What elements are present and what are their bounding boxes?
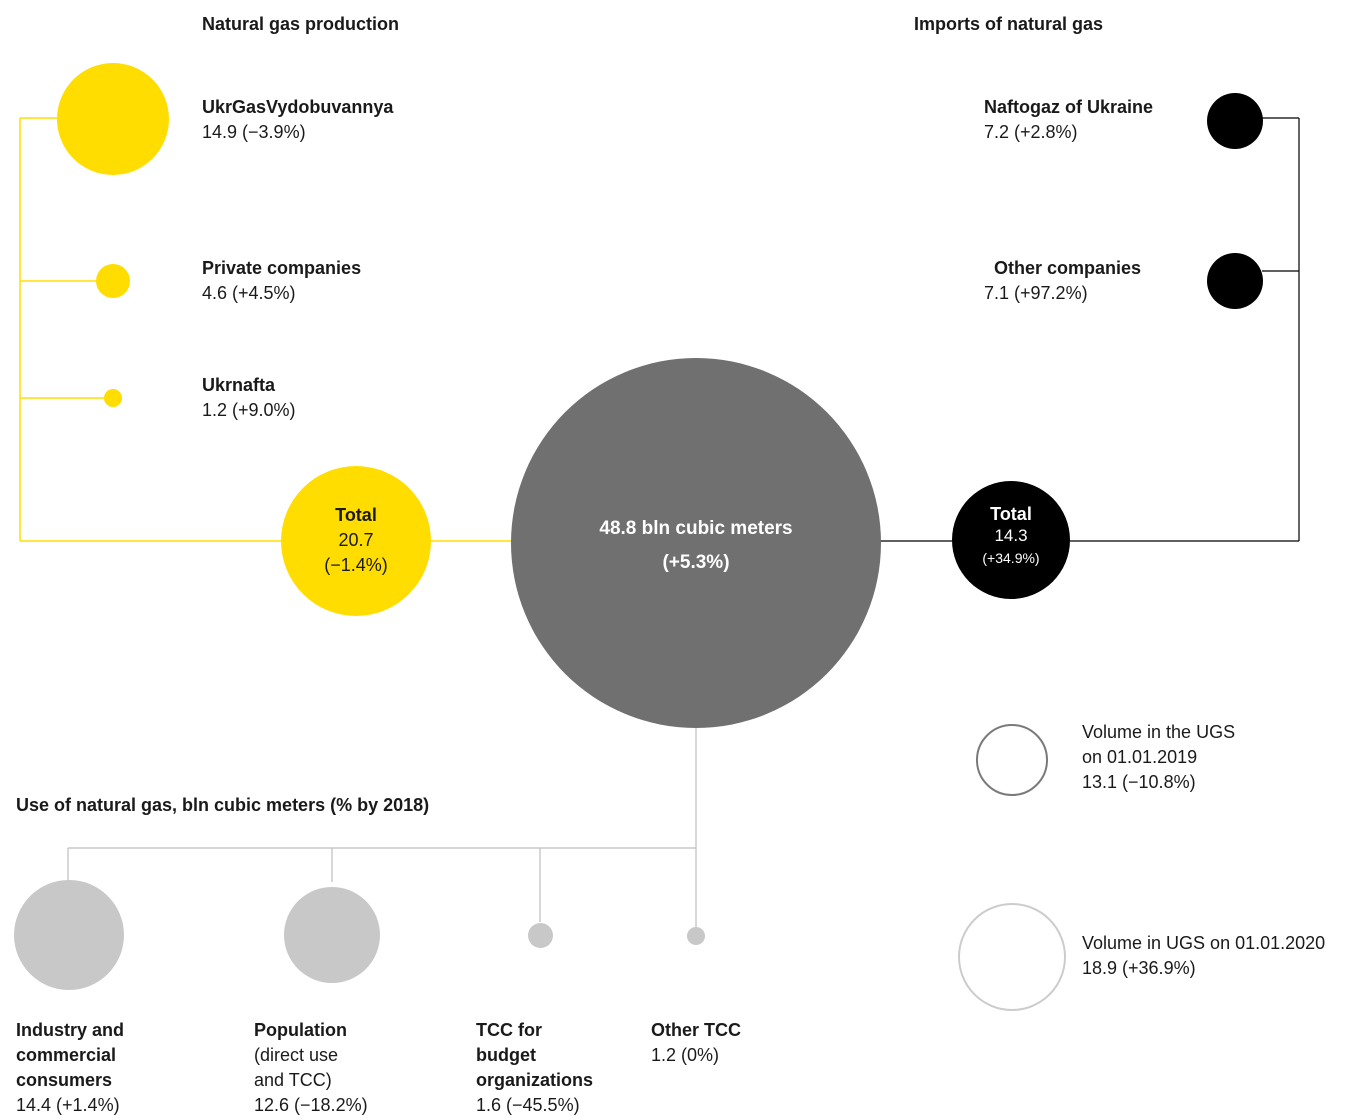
ukrnafta-circle	[104, 389, 122, 407]
other-companies-label: Other companies 7.1 (+97.2%)	[984, 256, 1142, 306]
imports-total-change: (+34.9%)	[982, 550, 1040, 566]
use-item-name: TCC for	[476, 1020, 542, 1040]
imports-item-value: 7.1 (+97.2%)	[984, 283, 1088, 303]
production-total-label: Total	[335, 505, 377, 525]
population-circle	[284, 887, 380, 983]
production-item-value: 14.9 (−3.9%)	[202, 122, 306, 142]
tcc-budget-circle	[528, 923, 553, 948]
production-total-value: 20.7	[338, 530, 374, 550]
production-item-name: UkrGasVydobuvannya	[202, 97, 394, 117]
production-total-text: Total 20.7 (−1.4%)	[281, 503, 431, 578]
ugs-2020-circle	[958, 903, 1066, 1011]
use-item-value: 14.4 (+1.4%)	[16, 1095, 120, 1115]
use-item-name: consumers	[16, 1070, 113, 1090]
ugs-2019-line: Volume in the UGS	[1082, 722, 1236, 742]
production-item-value: 4.6 (+4.5%)	[202, 283, 296, 303]
ugs-2019-line: 13.1 (−10.8%)	[1082, 772, 1196, 792]
production-total-circle: Total 20.7 (−1.4%)	[281, 466, 431, 616]
ukrgasvydobuvannya-circle	[57, 63, 169, 175]
production-heading: Natural gas production	[202, 14, 400, 34]
other-companies-circle	[1207, 253, 1263, 309]
imports-total-label: Total	[990, 504, 1032, 524]
use-connectors	[67, 728, 697, 932]
ugs-2019-circle	[976, 724, 1048, 796]
imports-heading: Imports of natural gas	[914, 14, 1104, 34]
private-companies-label: Private companies 4.6 (+4.5%)	[202, 256, 361, 306]
ugs-2019-label: Volume in the UGS on 01.01.2019 13.1 (−1…	[1082, 720, 1235, 795]
ukrgasvydobuvannya-label: UkrGasVydobuvannya 14.9 (−3.9%)	[202, 95, 393, 145]
industry-label: Industry and commercial consumers 14.4 (…	[16, 1018, 124, 1118]
other-tcc-label: Other TCC 1.2 (0%)	[651, 1018, 741, 1068]
use-item-name: commercial	[16, 1045, 117, 1065]
imports-item-value: 7.2 (+2.8%)	[984, 122, 1078, 142]
imports-total-circle: Total 14.3 (+34.9%)	[952, 481, 1070, 599]
ugs-2019-line: on 01.01.2019	[1082, 747, 1198, 767]
use-item-name: budget	[476, 1045, 536, 1065]
use-item-value: 12.6 (−18.2%)	[254, 1095, 368, 1115]
other-tcc-circle	[687, 927, 705, 945]
ugs-2020-label: Volume in UGS on 01.01.2020 18.9 (+36.9%…	[1082, 931, 1325, 981]
industry-circle	[14, 880, 124, 990]
total-consumption-circle: 48.8 bln cubic meters (+5.3%)	[511, 358, 881, 728]
ugs-2020-line: Volume in UGS on 01.01.2020	[1082, 933, 1326, 953]
use-item-name: Other TCC	[651, 1020, 741, 1040]
ukrnafta-label: Ukrnafta 1.2 (+9.0%)	[202, 373, 296, 423]
production-item-name: Private companies	[202, 258, 362, 278]
naftogaz-circle	[1207, 93, 1263, 149]
imports-total-value: 14.3	[994, 526, 1028, 545]
imports-total-text: Total 14.3 (+34.9%)	[952, 503, 1070, 569]
naftogaz-label: Naftogaz of Ukraine 7.2 (+2.8%)	[984, 95, 1153, 145]
imports-item-name: Naftogaz of Ukraine	[984, 97, 1154, 117]
private-companies-circle	[96, 264, 130, 298]
use-item-sub: (direct use	[254, 1045, 339, 1065]
population-label: Population (direct use and TCC) 12.6 (−1…	[254, 1018, 368, 1118]
use-heading: Use of natural gas, bln cubic meters (% …	[16, 795, 430, 815]
use-item-name: Population	[254, 1020, 347, 1040]
production-connectors	[19, 117, 512, 542]
production-item-name: Ukrnafta	[202, 375, 276, 395]
imports-item-name: Other companies	[994, 258, 1142, 278]
production-total-change: (−1.4%)	[324, 555, 388, 575]
use-item-sub: and TCC)	[254, 1070, 332, 1090]
total-consumption-text: 48.8 bln cubic meters (+5.3%)	[511, 512, 881, 580]
total-consumption-change: (+5.3%)	[662, 552, 730, 573]
use-item-name: organizations	[476, 1070, 594, 1090]
tcc-budget-label: TCC for budget organizations 1.6 (−45.5%…	[476, 1018, 593, 1118]
production-item-value: 1.2 (+9.0%)	[202, 400, 296, 420]
use-item-value: 1.6 (−45.5%)	[476, 1095, 580, 1115]
use-item-name: Industry and	[16, 1020, 125, 1040]
ugs-2020-line: 18.9 (+36.9%)	[1082, 958, 1196, 978]
imports-connectors	[880, 117, 1300, 542]
use-item-value: 1.2 (0%)	[651, 1045, 720, 1065]
total-consumption-value: 48.8 bln cubic meters	[599, 518, 793, 539]
